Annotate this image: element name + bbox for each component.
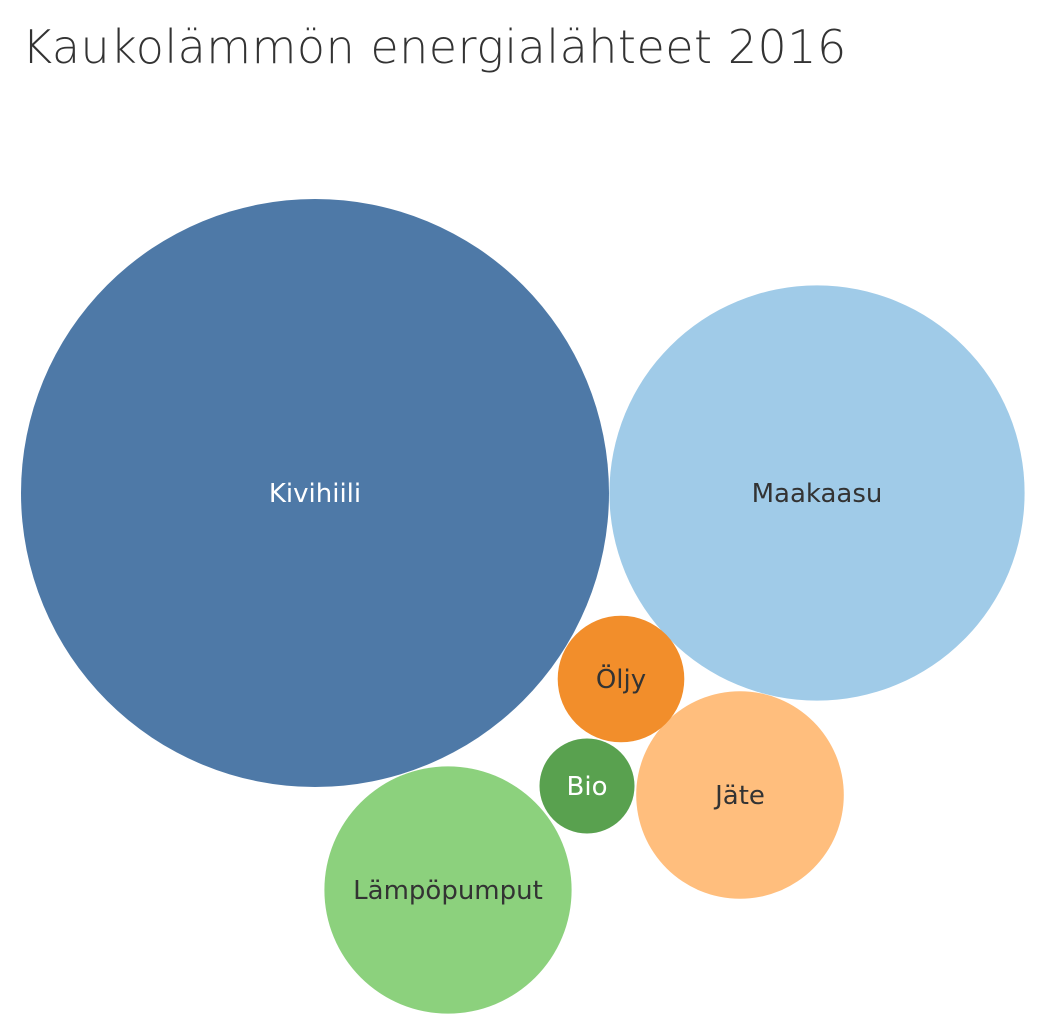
bubble-4-label: Öljy — [596, 663, 646, 695]
bubble-0-label: Kivihiili — [269, 479, 361, 509]
bubble-3 — [636, 691, 844, 899]
bubbles-group: Kivihiili Maakaasu Lämpöpumput Jäte Öljy Bio — [21, 199, 1025, 1014]
bubble-0 — [21, 199, 609, 787]
bubble-5-label: Bio — [567, 772, 608, 802]
bubble-1 — [609, 285, 1025, 701]
bubble-5 — [539, 738, 635, 834]
bubble-2 — [324, 766, 572, 1014]
bubble-2-label: Lämpöpumput — [353, 876, 543, 906]
chart-title: Kaukolämmön energialähteet 2016 — [22, 20, 847, 74]
bubble-3-label: Jäte — [713, 781, 765, 811]
bubble-4 — [557, 615, 685, 743]
bubble-1-label: Maakaasu — [752, 479, 883, 509]
